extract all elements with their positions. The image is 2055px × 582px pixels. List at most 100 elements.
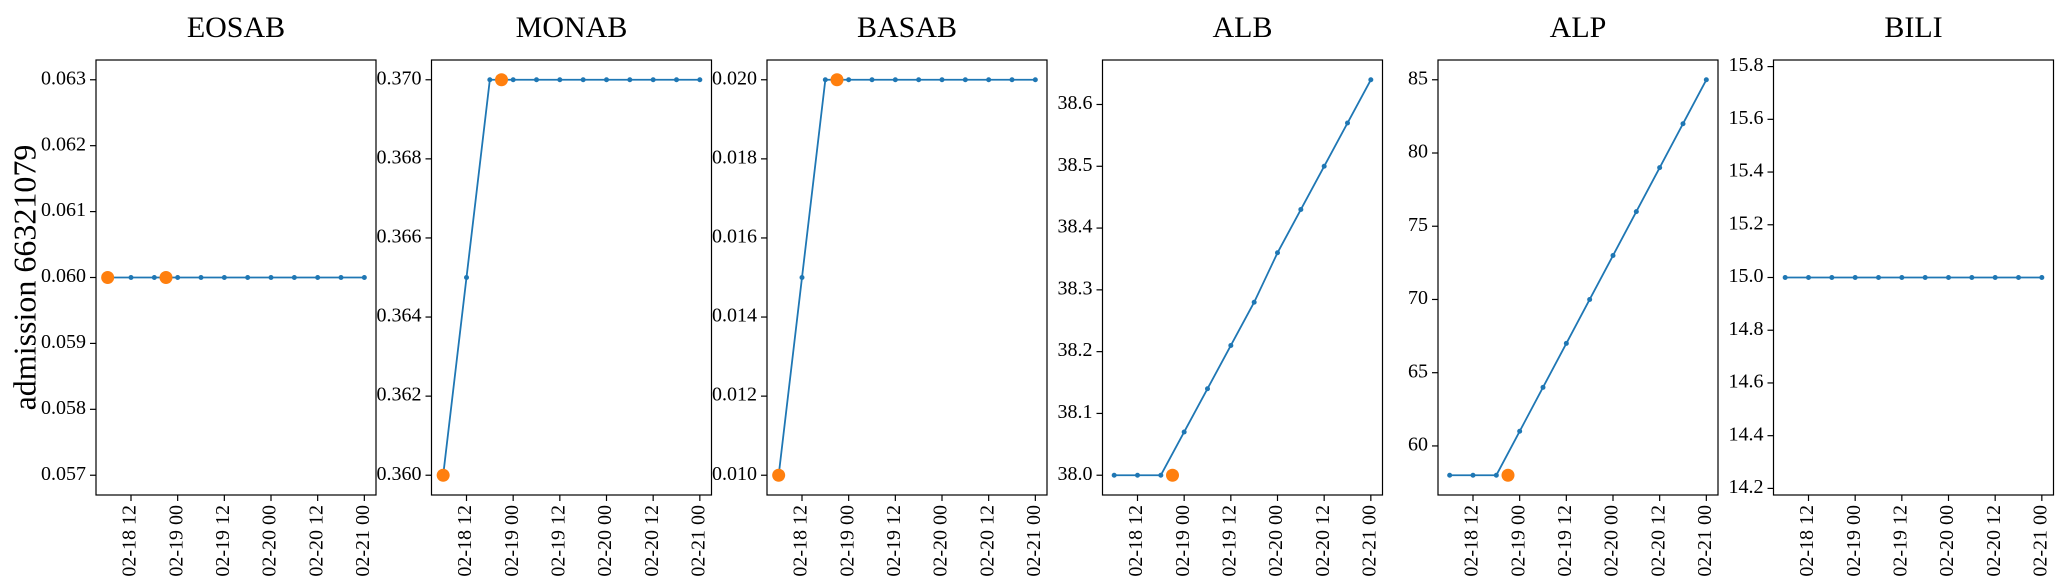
series-line bbox=[777, 78, 1036, 476]
x-tick-label: 02-20 12 bbox=[976, 505, 998, 577]
data-point bbox=[1563, 340, 1569, 346]
data-point bbox=[869, 77, 875, 83]
data-point bbox=[198, 275, 204, 280]
data-point bbox=[221, 275, 227, 280]
x-tick-label: 02-20 00 bbox=[594, 505, 616, 577]
data-point bbox=[534, 77, 539, 83]
data-point bbox=[1205, 386, 1210, 392]
data-point bbox=[799, 275, 805, 280]
y-tick-label: 15.6 bbox=[1729, 107, 1764, 129]
subplot-title: MONAB bbox=[516, 11, 628, 44]
x-tick-label: 02-19 12 bbox=[1554, 505, 1576, 577]
y-tick-label: 0.020 bbox=[712, 67, 757, 89]
x-tick-label: 02-19 12 bbox=[1218, 505, 1240, 577]
data-point bbox=[1992, 275, 1998, 280]
data-point bbox=[1493, 472, 1499, 478]
data-point bbox=[315, 275, 321, 280]
x-tick-label: 02-21 00 bbox=[1358, 505, 1380, 577]
subplot: MONAB 0.360 0.362 0.364 0.366 0.368 0.370 02-18… bbox=[377, 11, 713, 577]
x-tick-label: 02-20 00 bbox=[259, 505, 281, 577]
data-point bbox=[175, 275, 181, 280]
x-tick-label: 02-19 00 bbox=[1172, 505, 1194, 577]
x-tick-label: 02-20 00 bbox=[930, 505, 952, 577]
data-point bbox=[772, 468, 786, 482]
x-tick-label: 02-19 00 bbox=[165, 505, 187, 577]
data-point bbox=[245, 275, 251, 280]
y-tick-label: 0.368 bbox=[377, 146, 422, 168]
data-point bbox=[650, 77, 656, 83]
x-tick-label: 02-21 00 bbox=[687, 505, 709, 577]
y-tick-label: 38.3 bbox=[1058, 277, 1093, 299]
y-tick-label: 38.0 bbox=[1058, 463, 1093, 485]
data-point bbox=[1852, 275, 1858, 280]
x-tick-label: 02-20 00 bbox=[1601, 505, 1623, 577]
data-point bbox=[1447, 472, 1453, 478]
y-tick-label: 0.063 bbox=[41, 67, 86, 89]
x-tick-label: 02-18 12 bbox=[454, 505, 476, 577]
data-point bbox=[1345, 120, 1350, 126]
data-point bbox=[1703, 77, 1709, 83]
x-tick-label: 02-18 12 bbox=[119, 505, 141, 577]
x-tick-label: 02-20 12 bbox=[1312, 505, 1334, 577]
subplot: BILI 14.2 14.4 14.6 14.8 15.0 15.2 15.4 15.6 15.8… bbox=[1729, 11, 2055, 577]
y-tick-label: 0.058 bbox=[41, 397, 86, 419]
data-point bbox=[291, 275, 297, 280]
y-tick-label: 38.4 bbox=[1058, 216, 1093, 238]
data-point bbox=[604, 77, 609, 83]
y-tick-label: 15.8 bbox=[1729, 54, 1764, 76]
data-point bbox=[1009, 77, 1015, 83]
y-tick-label: 38.1 bbox=[1058, 401, 1093, 423]
y-tick-label: 0.010 bbox=[712, 463, 757, 485]
x-tick-label: 02-21 00 bbox=[1694, 505, 1716, 577]
axes-frame bbox=[1101, 59, 1384, 496]
y-tick-label: 70 bbox=[1408, 287, 1428, 309]
data-point bbox=[1587, 296, 1593, 302]
x-tick-label: 02-20 12 bbox=[1983, 505, 2005, 577]
data-point bbox=[1135, 472, 1140, 478]
y-tick-label: 0.059 bbox=[41, 331, 86, 353]
data-point bbox=[1228, 342, 1234, 348]
data-point bbox=[1181, 429, 1187, 435]
y-tick-label: 80 bbox=[1408, 141, 1428, 163]
y-tick-label: 38.2 bbox=[1058, 339, 1093, 361]
data-point bbox=[580, 77, 586, 83]
y-tick-label: 38.6 bbox=[1058, 92, 1093, 114]
x-tick-label: 02-18 12 bbox=[1796, 505, 1818, 577]
subplot-title: EOSAB bbox=[187, 11, 285, 44]
y-axis-label: admission 66321079 bbox=[6, 145, 42, 411]
y-tick-label: 0.362 bbox=[377, 384, 422, 406]
y-tick-label: 15.0 bbox=[1729, 265, 1764, 287]
data-point bbox=[1680, 121, 1686, 127]
y-tick-label: 0.018 bbox=[712, 146, 757, 168]
data-point bbox=[2016, 275, 2021, 280]
data-point bbox=[1298, 207, 1304, 213]
x-tick-label: 02-19 00 bbox=[836, 505, 858, 577]
subplot: EOSAB admission 66321079 0.057 0.058 0.059 0.… bbox=[6, 11, 377, 577]
y-tick-label: 0.057 bbox=[41, 463, 86, 485]
x-tick-label: 02-20 12 bbox=[641, 505, 663, 577]
x-tick-label: 02-18 12 bbox=[1461, 505, 1483, 577]
y-tick-label: 14.2 bbox=[1729, 476, 1764, 498]
data-point bbox=[487, 77, 493, 83]
data-point bbox=[962, 77, 968, 83]
data-point bbox=[101, 271, 115, 284]
y-tick-label: 0.366 bbox=[377, 226, 422, 248]
data-point bbox=[916, 77, 922, 83]
x-tick-label: 02-19 12 bbox=[547, 505, 569, 577]
data-point bbox=[1806, 275, 1811, 280]
data-point bbox=[892, 77, 898, 83]
y-tick-label: 0.061 bbox=[41, 199, 86, 221]
data-point bbox=[1899, 275, 1905, 280]
x-tick-label: 02-19 12 bbox=[883, 505, 905, 577]
axes-frame bbox=[1437, 59, 1719, 496]
data-point bbox=[822, 77, 828, 83]
y-tick-label: 0.360 bbox=[377, 463, 422, 485]
x-tick-label: 02-19 12 bbox=[1889, 505, 1911, 577]
axes-frame bbox=[430, 59, 713, 496]
x-tick-label: 02-21 00 bbox=[2029, 505, 2051, 577]
data-point bbox=[846, 77, 852, 83]
series-line bbox=[1449, 79, 1708, 477]
data-point bbox=[495, 73, 508, 87]
